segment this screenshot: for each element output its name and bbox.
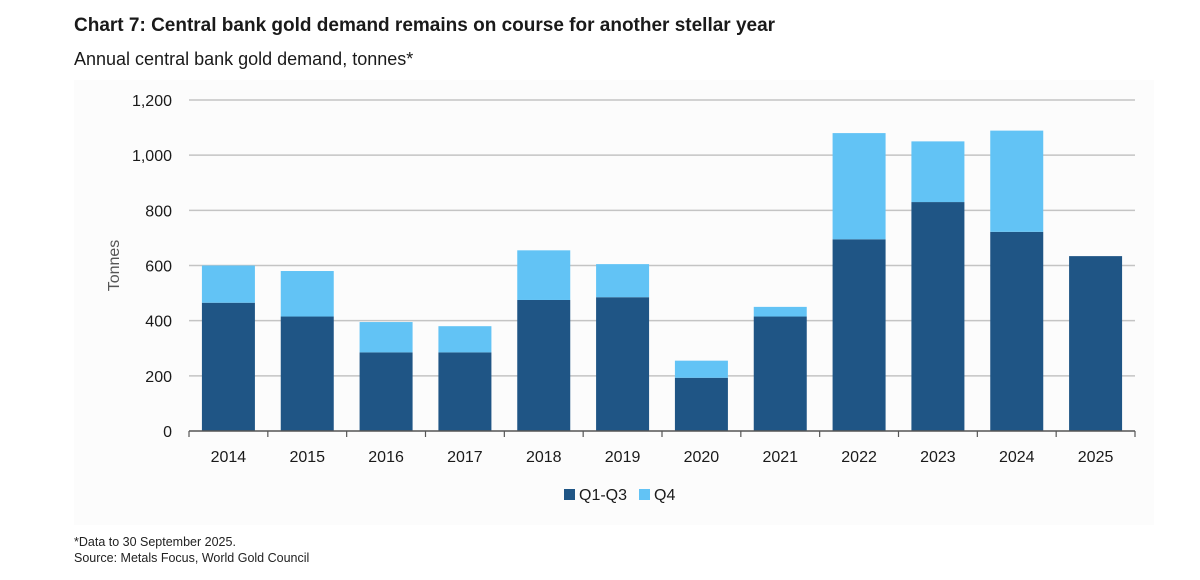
y-tick-label: 1,200 xyxy=(132,93,172,110)
x-tick-label: 2025 xyxy=(1078,449,1114,466)
x-tick-label: 2014 xyxy=(211,449,247,466)
y-tick-label: 1,000 xyxy=(132,148,172,165)
bar-q1-q3-2020 xyxy=(674,377,728,431)
bar-q1-q3-2018 xyxy=(517,299,571,431)
bar-q4-2017 xyxy=(438,326,492,353)
x-tick-label: 2022 xyxy=(841,449,877,466)
x-tick-label: 2023 xyxy=(920,449,956,466)
legend: Q1-Q3 Q4 xyxy=(564,487,675,504)
bar-q4-2018 xyxy=(517,250,571,300)
bar-q1-q3-2022 xyxy=(832,239,886,431)
x-tick-label: 2024 xyxy=(999,449,1035,466)
x-tick-label: 2017 xyxy=(447,449,483,466)
bar-q4-2021 xyxy=(753,306,807,317)
gridlines xyxy=(189,99,1135,377)
x-tick-label: 2021 xyxy=(762,449,798,466)
source-note: Source: Metals Focus, World Gold Council xyxy=(74,551,310,565)
legend-label-q1-q3: Q1-Q3 xyxy=(579,487,627,504)
chart-subtitle: Annual central bank gold demand, tonnes* xyxy=(74,49,414,69)
chart-title: Chart 7: Central bank gold demand remain… xyxy=(74,15,776,36)
bar-q1-q3-2015 xyxy=(280,316,334,431)
footnote: *Data to 30 September 2025. xyxy=(74,535,236,549)
bar-q4-2015 xyxy=(280,271,334,317)
bar-q4-2022 xyxy=(832,133,886,240)
x-tick-label: 2016 xyxy=(368,449,404,466)
bar-q1-q3-2021 xyxy=(753,316,807,431)
x-tick-label: 2019 xyxy=(605,449,641,466)
bar-q4-2024 xyxy=(990,130,1044,232)
x-tick-label: 2020 xyxy=(684,449,720,466)
bar-q1-q3-2023 xyxy=(911,202,965,431)
bar-q4-2014 xyxy=(201,265,255,303)
bar-q4-2020 xyxy=(674,360,728,378)
bar-q4-2019 xyxy=(596,264,650,298)
bar-q1-q3-2016 xyxy=(359,352,413,431)
bars xyxy=(201,130,1123,431)
bar-q1-q3-2024 xyxy=(990,231,1044,431)
y-tick-label: 200 xyxy=(145,369,172,386)
x-tick-label: 2015 xyxy=(289,449,325,466)
bar-q1-q3-2019 xyxy=(596,297,650,431)
bar-q1-q3-2014 xyxy=(201,302,255,431)
bar-q1-q3-2017 xyxy=(438,352,492,431)
y-tick-label: 800 xyxy=(145,203,172,220)
bar-q1-q3-2025 xyxy=(1069,256,1123,431)
legend-label-q4: Q4 xyxy=(654,487,675,504)
axes: 0 200 400 600 800 1,000 1,200 2014 2015 2016 2017 2… xyxy=(106,93,1136,466)
y-axis-title: Tonnes xyxy=(106,240,123,292)
x-tick-label: 2018 xyxy=(526,449,562,466)
legend-swatch-q1-q3 xyxy=(564,489,575,500)
y-tick-label: 400 xyxy=(145,314,172,331)
bar-q4-2016 xyxy=(359,322,413,353)
y-tick-label: 0 xyxy=(163,424,172,441)
y-tick-label: 600 xyxy=(145,259,172,276)
legend-swatch-q4 xyxy=(639,489,650,500)
bar-q4-2023 xyxy=(911,141,965,203)
